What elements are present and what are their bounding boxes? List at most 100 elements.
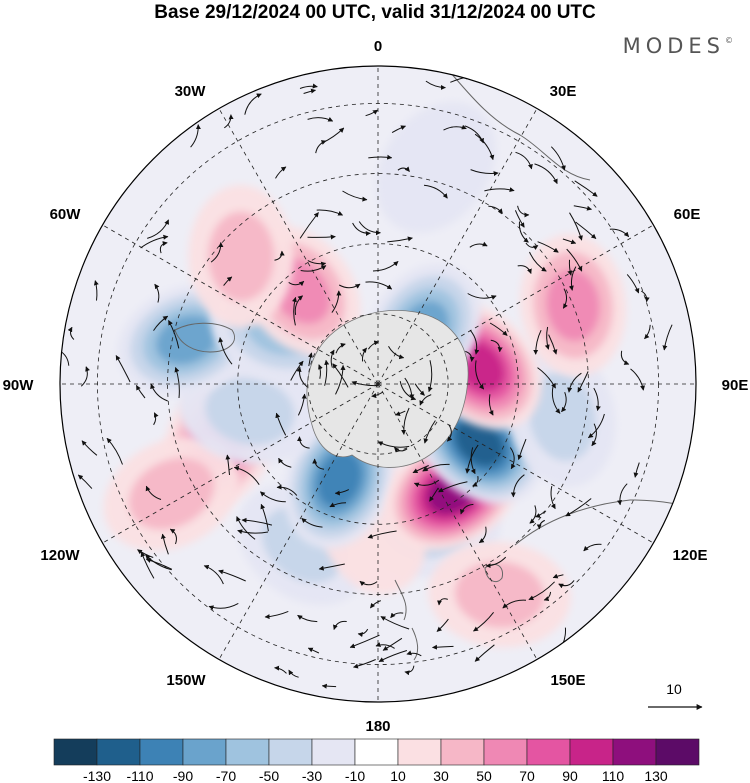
wind-arrow xyxy=(153,315,169,331)
wind-arrow xyxy=(517,438,527,460)
wind-arrow xyxy=(515,151,533,170)
wind-arrow xyxy=(473,611,494,632)
map-boundary xyxy=(59,65,697,703)
wind-arrow xyxy=(535,510,546,518)
wind-arrow xyxy=(375,642,395,649)
wind-arrow xyxy=(335,342,346,354)
wind-arrow xyxy=(260,503,269,532)
wind-arrow xyxy=(474,644,495,662)
wind-arrow xyxy=(388,345,405,360)
wind-arrow xyxy=(404,377,415,400)
colorbar: -130 -110 -90 -70 -50 -30 -10 10 30 50 70 90 110 130 xyxy=(53,738,700,783)
wind-arrow xyxy=(382,637,403,651)
wind-arrow xyxy=(225,454,231,476)
wind-arrow xyxy=(349,634,380,649)
wind-arrow xyxy=(567,259,573,276)
wind-arrow xyxy=(307,260,327,267)
brand-text: MODES xyxy=(622,34,725,58)
wind-arrow xyxy=(514,210,525,228)
wind-arrow xyxy=(562,288,568,309)
wind-arrow xyxy=(436,618,449,632)
wind-arrow xyxy=(318,364,323,379)
wind-arrow xyxy=(329,502,347,508)
lon-label-30w: 30W xyxy=(175,83,207,100)
wind-arrow xyxy=(378,650,408,663)
colorbar-tick-label: -70 xyxy=(216,768,236,783)
wind-arrow xyxy=(432,644,454,650)
wind-arrow xyxy=(558,580,575,589)
wind-arrow xyxy=(236,516,256,540)
wind-arrow xyxy=(537,367,556,389)
wind-arrow xyxy=(459,503,474,515)
colorbar-swatch xyxy=(268,738,313,766)
wind-arrow xyxy=(290,360,304,381)
wind-arrow xyxy=(260,491,286,503)
lon-label-60w: 60W xyxy=(50,206,82,223)
wind-arrow xyxy=(509,447,516,470)
wind-arrow xyxy=(630,368,646,391)
wind-arrow xyxy=(292,296,297,326)
wind-arrow xyxy=(395,410,406,417)
wind-arrow xyxy=(218,569,246,582)
wind-arrow xyxy=(145,485,162,500)
wind-arrow xyxy=(502,599,527,609)
wind-arrow xyxy=(312,458,325,470)
wind-arrow xyxy=(470,447,476,475)
wind-arrow xyxy=(169,528,177,545)
wind-arrow xyxy=(644,324,651,340)
wind-arrow xyxy=(577,371,589,393)
wind-arrow xyxy=(484,187,515,193)
wind-arrow xyxy=(566,248,583,272)
graticule xyxy=(60,66,696,702)
wind-arrow xyxy=(301,517,323,528)
wind-arrow xyxy=(288,669,299,678)
wind-arrow xyxy=(224,114,234,129)
wind-arrow xyxy=(569,212,583,241)
wind-arrow xyxy=(419,394,432,406)
wind-arrow xyxy=(358,221,381,236)
wind-arrow xyxy=(518,221,529,243)
wind-arrow xyxy=(264,610,289,620)
wind-arrow xyxy=(550,146,566,171)
wind-arrow xyxy=(140,234,169,249)
wind-arrow xyxy=(321,683,337,689)
wind-arrow xyxy=(517,265,532,274)
wind-arrow xyxy=(338,283,361,289)
wind-arrow xyxy=(351,380,378,387)
wind-arrow xyxy=(422,463,450,472)
anomaly-center xyxy=(117,284,256,396)
wind-arrow xyxy=(203,564,224,585)
wind-arrow xyxy=(368,154,393,160)
reference-vector: 10 xyxy=(648,681,703,710)
wind-arrow xyxy=(296,436,310,449)
coastline-africa xyxy=(449,71,591,181)
colorbar-tick-label: 50 xyxy=(476,768,492,783)
colorbar-swatch xyxy=(182,738,227,766)
wind-arrow xyxy=(551,385,561,414)
wind-arrow xyxy=(244,93,262,115)
wind-arrow xyxy=(474,133,495,161)
wind-arrow xyxy=(565,498,592,517)
wind-arrow xyxy=(575,221,597,239)
wind-arrow xyxy=(536,519,546,530)
wind-arrow xyxy=(583,543,602,552)
anomaly-center xyxy=(103,436,240,551)
wind-arrow xyxy=(147,219,169,239)
colorbar-tick-label: 90 xyxy=(562,768,578,783)
wind-arrow xyxy=(365,109,379,117)
wind-arrow xyxy=(154,283,160,303)
colorbar-swatch xyxy=(569,738,614,766)
wind-arrow xyxy=(60,348,70,366)
wind-arrow xyxy=(574,180,598,197)
coastline-south-america xyxy=(174,322,235,353)
wind-arrow xyxy=(533,329,542,355)
wind-arrow xyxy=(300,265,327,272)
wind-arrow xyxy=(472,476,479,487)
lon-label-0: 0 xyxy=(374,38,382,55)
colorbar-tick-label: 110 xyxy=(602,768,625,783)
wind-arrow xyxy=(641,290,650,303)
wind-arrow xyxy=(208,602,239,611)
wind-arrow xyxy=(315,140,327,154)
anomaly-field xyxy=(103,101,627,648)
